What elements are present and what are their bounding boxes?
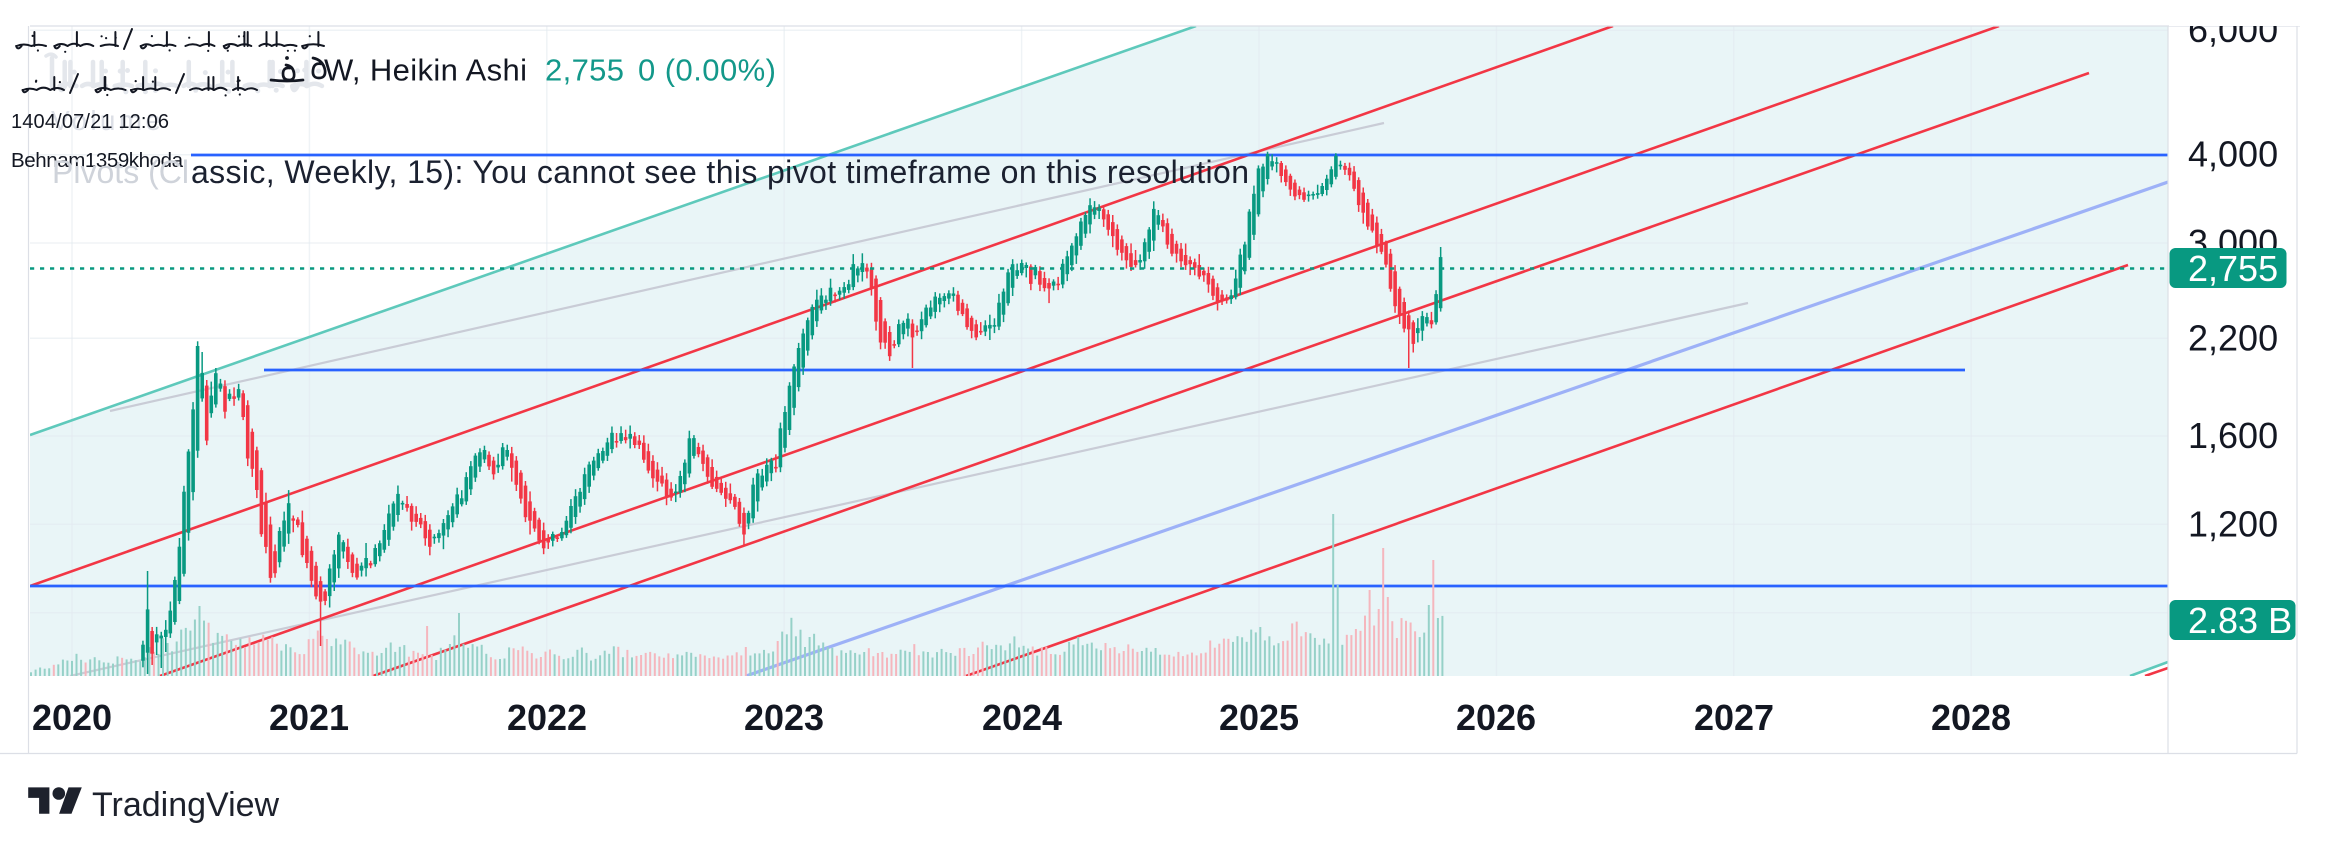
svg-text:Behnam1359khoda: Behnam1359khoda (11, 149, 184, 172)
svg-text:2023: 2023 (744, 697, 824, 738)
svg-text:Pivots (Cl: Pivots (Cl (52, 154, 189, 190)
svg-text:1,600: 1,600 (2188, 415, 2278, 456)
svg-text:2021: 2021 (269, 697, 349, 738)
svg-text:TradingView: TradingView (92, 786, 280, 824)
svg-text:0 (0.00%): 0 (0.00%) (638, 53, 776, 88)
svg-text:2020: 2020 (32, 697, 112, 738)
svg-text:2,755: 2,755 (545, 53, 624, 88)
svg-text:1,200: 1,200 (2188, 503, 2278, 544)
svg-text:W, Heikin Ashi: W, Heikin Ashi (324, 53, 527, 88)
svg-text:2027: 2027 (1694, 697, 1774, 738)
svg-text:4,000: 4,000 (2188, 134, 2278, 175)
svg-text:2,200: 2,200 (2188, 317, 2278, 358)
svg-text:2025: 2025 (1219, 697, 1299, 738)
svg-text:2.83 B: 2.83 B (2188, 600, 2292, 641)
svg-text:assic, Weekly, 15): You cannot: assic, Weekly, 15): You cannot see this … (191, 154, 1249, 190)
svg-text:2028: 2028 (1931, 697, 2011, 738)
svg-text:2,755: 2,755 (2188, 248, 2278, 289)
svg-text:2026: 2026 (1456, 697, 1536, 738)
svg-text:1404/07/21 12:06: 1404/07/21 12:06 (11, 111, 169, 133)
svg-text:2024: 2024 (982, 697, 1062, 738)
svg-text:2022: 2022 (507, 697, 587, 738)
